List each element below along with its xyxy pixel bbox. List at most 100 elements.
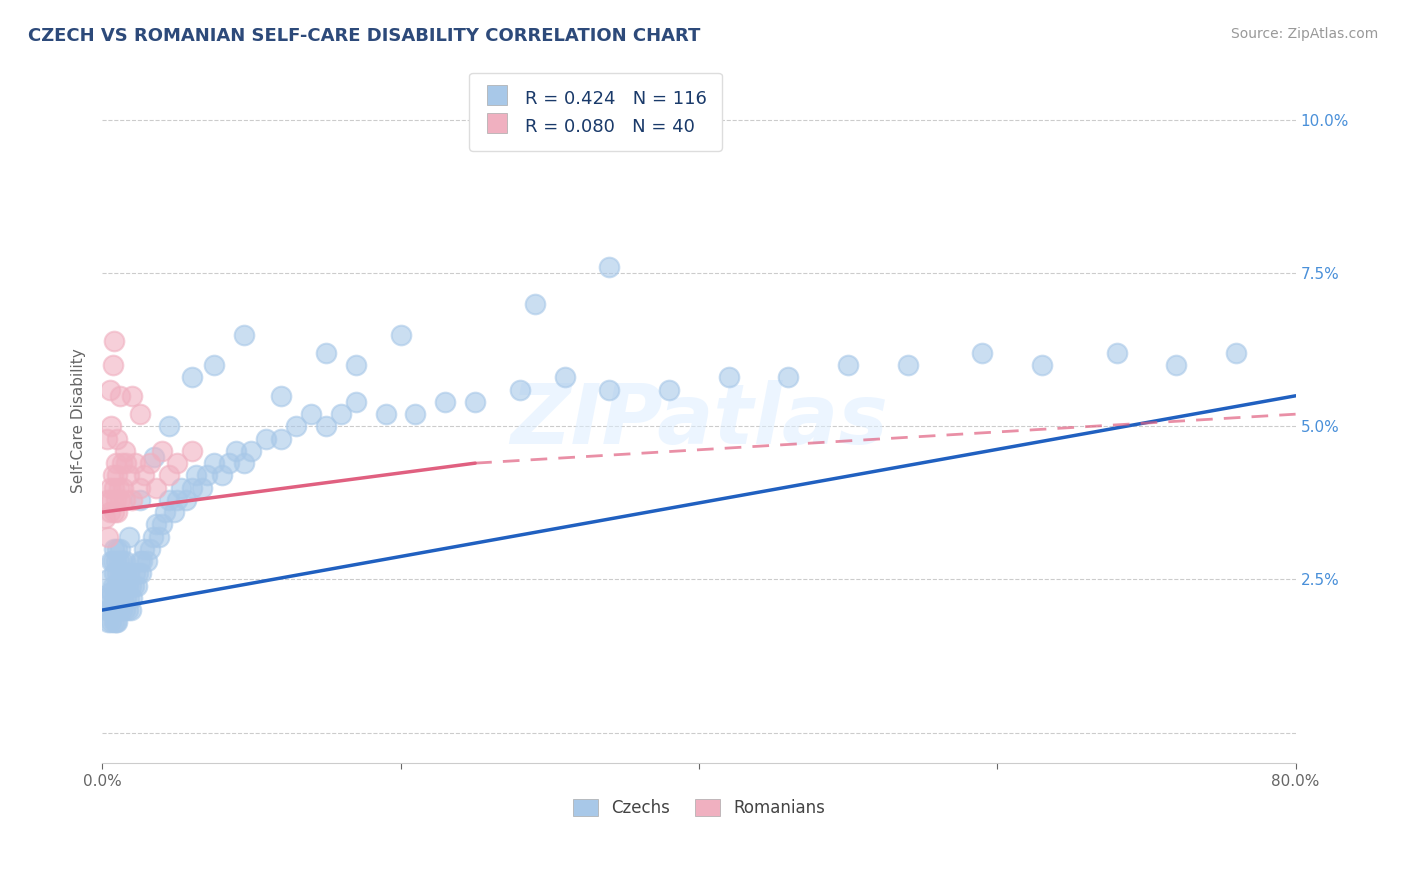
- Point: [778, 370, 800, 384]
- Point: [101, 603, 124, 617]
- Point: [717, 370, 740, 384]
- Point: [110, 554, 132, 568]
- Point: [464, 395, 486, 409]
- Point: [107, 481, 129, 495]
- Point: [110, 456, 132, 470]
- Point: [115, 591, 138, 605]
- Point: [128, 492, 150, 507]
- Point: [124, 566, 146, 581]
- Point: [344, 395, 367, 409]
- Point: [658, 383, 681, 397]
- Point: [232, 456, 254, 470]
- Point: [118, 530, 141, 544]
- Point: [270, 389, 292, 403]
- Point: [117, 603, 139, 617]
- Point: [98, 591, 121, 605]
- Point: [897, 358, 920, 372]
- Text: Source: ZipAtlas.com: Source: ZipAtlas.com: [1230, 27, 1378, 41]
- Point: [103, 615, 125, 630]
- Point: [112, 566, 135, 581]
- Point: [404, 407, 426, 421]
- Point: [315, 419, 337, 434]
- Point: [112, 566, 135, 581]
- Point: [972, 346, 994, 360]
- Point: [174, 492, 197, 507]
- Point: [124, 456, 146, 470]
- Point: [108, 389, 131, 403]
- Point: [1105, 346, 1128, 360]
- Point: [315, 346, 337, 360]
- Point: [120, 578, 142, 592]
- Point: [96, 492, 118, 507]
- Point: [131, 554, 153, 568]
- Point: [107, 554, 129, 568]
- Point: [103, 334, 125, 348]
- Point: [166, 492, 188, 507]
- Point: [104, 554, 127, 568]
- Point: [143, 450, 166, 464]
- Point: [97, 573, 120, 587]
- Point: [110, 603, 132, 617]
- Point: [112, 591, 135, 605]
- Point: [139, 541, 162, 556]
- Point: [122, 578, 145, 592]
- Point: [121, 389, 143, 403]
- Point: [129, 566, 152, 581]
- Point: [180, 370, 202, 384]
- Point: [270, 432, 292, 446]
- Point: [142, 530, 165, 544]
- Point: [389, 327, 412, 342]
- Point: [101, 358, 124, 372]
- Point: [329, 407, 352, 421]
- Point: [554, 370, 576, 384]
- Point: [1031, 358, 1053, 372]
- Point: [1225, 346, 1247, 360]
- Point: [598, 383, 620, 397]
- Point: [180, 481, 202, 495]
- Point: [299, 407, 322, 421]
- Point: [202, 456, 225, 470]
- Legend: Czechs, Romanians: Czechs, Romanians: [567, 792, 832, 823]
- Point: [166, 456, 188, 470]
- Point: [101, 468, 124, 483]
- Point: [120, 603, 142, 617]
- Point: [107, 578, 129, 592]
- Point: [108, 541, 131, 556]
- Point: [104, 456, 127, 470]
- Point: [157, 419, 180, 434]
- Y-axis label: Self-Care Disability: Self-Care Disability: [72, 348, 86, 492]
- Point: [103, 541, 125, 556]
- Point: [128, 554, 150, 568]
- Point: [132, 468, 155, 483]
- Point: [163, 505, 186, 519]
- Point: [211, 468, 233, 483]
- Point: [115, 566, 138, 581]
- Point: [202, 358, 225, 372]
- Point: [98, 505, 121, 519]
- Text: CZECH VS ROMANIAN SELF-CARE DISABILITY CORRELATION CHART: CZECH VS ROMANIAN SELF-CARE DISABILITY C…: [28, 27, 700, 45]
- Point: [100, 584, 122, 599]
- Point: [98, 383, 121, 397]
- Point: [107, 591, 129, 605]
- Point: [148, 530, 170, 544]
- Point: [100, 492, 122, 507]
- Point: [218, 456, 240, 470]
- Point: [139, 456, 162, 470]
- Point: [254, 432, 277, 446]
- Point: [180, 443, 202, 458]
- Point: [125, 578, 148, 592]
- Point: [94, 591, 117, 605]
- Point: [101, 578, 124, 592]
- Point: [104, 578, 127, 592]
- Point: [108, 591, 131, 605]
- Point: [127, 566, 149, 581]
- Point: [150, 443, 173, 458]
- Point: [114, 578, 136, 592]
- Point: [115, 456, 138, 470]
- Point: [374, 407, 396, 421]
- Point: [837, 358, 859, 372]
- Point: [105, 468, 128, 483]
- Point: [157, 492, 180, 507]
- Point: [232, 327, 254, 342]
- Point: [114, 443, 136, 458]
